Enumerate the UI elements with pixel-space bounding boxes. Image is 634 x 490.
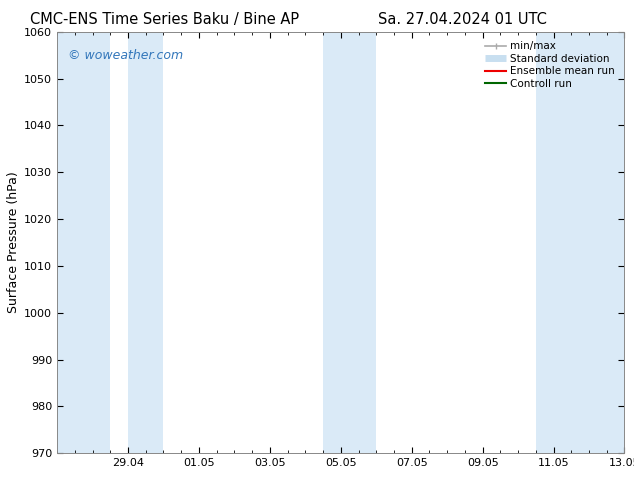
Text: Sa. 27.04.2024 01 UTC: Sa. 27.04.2024 01 UTC: [378, 12, 547, 27]
Y-axis label: Surface Pressure (hPa): Surface Pressure (hPa): [7, 172, 20, 314]
Bar: [323, 32, 376, 453]
Text: © woweather.com: © woweather.com: [68, 49, 183, 62]
Bar: [536, 32, 624, 453]
Bar: [57, 32, 110, 453]
Bar: [128, 32, 164, 453]
Legend: min/max, Standard deviation, Ensemble mean run, Controll run: min/max, Standard deviation, Ensemble me…: [481, 37, 619, 93]
Text: CMC-ENS Time Series Baku / Bine AP: CMC-ENS Time Series Baku / Bine AP: [30, 12, 299, 27]
